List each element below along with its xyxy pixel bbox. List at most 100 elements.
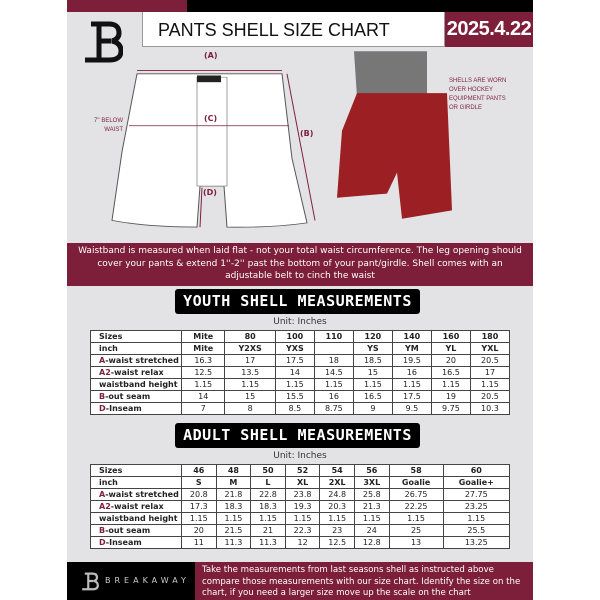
table-cell: YXL	[469, 342, 511, 355]
row-label-prefix: A2	[99, 367, 111, 377]
table-cell: Mite	[180, 330, 226, 343]
label-a: (A)	[204, 51, 218, 60]
table-cell: Goalie+	[442, 476, 511, 489]
table-cell: 18.5	[352, 354, 393, 367]
table-cell: 7	[180, 402, 226, 415]
table-cell: 11.3	[250, 536, 286, 549]
table-cell: 46	[181, 464, 217, 477]
row-label-prefix: D	[99, 403, 106, 413]
page-title: PANTS SHELL SIZE CHART	[142, 12, 445, 47]
table-cell: 11	[181, 536, 217, 549]
table-cell: 14.5	[313, 366, 354, 379]
table-cell: 20.3	[319, 500, 355, 513]
row-label-text: -Inseam	[105, 403, 142, 413]
table-cell: 20.8	[181, 488, 217, 501]
table-row: inch Mite Y2XS YXS YS YM YL YXL	[90, 342, 511, 355]
breakaway-logo-icon	[85, 21, 123, 63]
table-cell: 120	[352, 330, 393, 343]
table-cell: 1.15	[442, 512, 511, 525]
table-cell: 21.5	[215, 524, 252, 537]
table-cell: 26.75	[388, 488, 444, 501]
table-cell: 22.3	[284, 524, 321, 537]
table-cell: 11.3	[215, 536, 252, 549]
row-label-prefix: B	[99, 525, 106, 535]
table-cell: 15	[352, 366, 393, 379]
adult-size-table: Sizes 46 48 50 52 54 56 58 60 inch S M L XL 2XL 3XL Goal…	[90, 464, 511, 549]
label-d: (D)	[203, 188, 217, 197]
table-cell: 25	[388, 524, 444, 537]
table-cell: 20.5	[469, 390, 511, 403]
table-row: B-out seam 20 21.5 21 22.3 23 24 25 25.5	[90, 524, 511, 537]
table-cell: 15.5	[274, 390, 315, 403]
table-cell: 1.15	[313, 378, 354, 391]
label-b: (B)	[300, 129, 314, 138]
table-cell: 1.15	[319, 512, 355, 525]
table-cell: Y2XS	[224, 342, 276, 355]
table-cell: 12	[284, 536, 321, 549]
table-row: waistband height 1.15 1.15 1.15 1.15 1.15 1.15…	[90, 512, 511, 525]
table-cell: 52	[284, 464, 321, 477]
row-label-prefix: D	[99, 537, 106, 547]
instructions-banner: Waistband is measured when laid flat - n…	[67, 243, 533, 286]
table-cell: 1.15	[250, 512, 286, 525]
row-label: inch	[90, 342, 182, 355]
youth-size-table: Sizes Mite 80 100 110 120 140 160 180 inch Mite Y2X…	[90, 330, 511, 415]
row-label: D-Inseam	[90, 536, 182, 549]
row-label-prefix: A2	[99, 501, 111, 511]
table-cell: YS	[352, 342, 393, 355]
table-cell: 14	[274, 366, 315, 379]
table-cell: L	[250, 476, 286, 489]
table-cell: 15	[224, 390, 276, 403]
table-cell: 140	[391, 330, 432, 343]
table-cell: 21.3	[353, 500, 390, 513]
table-cell: 10.3	[469, 402, 511, 415]
row-label-text: -waist relax	[110, 367, 164, 377]
table-cell: 20	[430, 354, 471, 367]
table-cell: 27.75	[442, 488, 511, 501]
table-cell	[313, 342, 354, 355]
label-c: (C)	[204, 114, 218, 123]
table-cell: YXS	[274, 342, 315, 355]
table-cell: 22.25	[388, 500, 444, 513]
row-label: waistband height	[90, 512, 182, 525]
table-cell: 16	[313, 390, 354, 403]
row-label: B-out seam	[90, 390, 182, 403]
table-cell: 12.5	[319, 536, 355, 549]
table-cell: 1.15	[180, 378, 226, 391]
table-cell: 1.15	[181, 512, 217, 525]
table-cell: 58	[388, 464, 444, 477]
table-cell: 25.8	[353, 488, 390, 501]
table-cell: 60	[442, 464, 511, 477]
table-row: Sizes Mite 80 100 110 120 140 160 180	[90, 330, 511, 343]
table-cell: 54	[319, 464, 355, 477]
adult-unit: Unit: Inches	[273, 451, 327, 461]
table-cell: YM	[391, 342, 432, 355]
table-cell: 18	[313, 354, 354, 367]
footer-logo-icon	[82, 572, 99, 591]
table-cell: 1.15	[352, 378, 393, 391]
table-cell: 19.5	[391, 354, 432, 367]
row-label: Sizes	[90, 330, 182, 343]
row-label: D-Inseam	[90, 402, 182, 415]
youth-unit: Unit: Inches	[273, 317, 327, 327]
pants-diagram: (A) (C) (B) (D) 7'' BELOW WAIST SHELLS A…	[67, 47, 533, 243]
table-cell: 110	[313, 330, 354, 343]
table-cell: XL	[284, 476, 321, 489]
row-label-text: waistband height	[99, 513, 178, 523]
table-row: Sizes 46 48 50 52 54 56 58 60	[90, 464, 511, 477]
row-label-text: -waist stretched	[105, 489, 179, 499]
table-cell: 17.5	[391, 390, 432, 403]
table-cell: M	[215, 476, 252, 489]
row-label-text: -out seam	[105, 525, 151, 535]
table-cell: 180	[469, 330, 511, 343]
table-cell: 18.3	[250, 500, 286, 513]
row-label: A2-waist relax	[90, 500, 182, 513]
table-cell: 20.5	[469, 354, 511, 367]
table-cell: 23.25	[442, 500, 511, 513]
row-label: A2-waist relax	[90, 366, 182, 379]
table-cell: 8	[224, 402, 276, 415]
table-cell: 13.5	[224, 366, 276, 379]
footer-instructions: Take the measurements from last seasons …	[195, 562, 533, 600]
table-cell: 80	[224, 330, 276, 343]
table-cell: 1.15	[224, 378, 276, 391]
